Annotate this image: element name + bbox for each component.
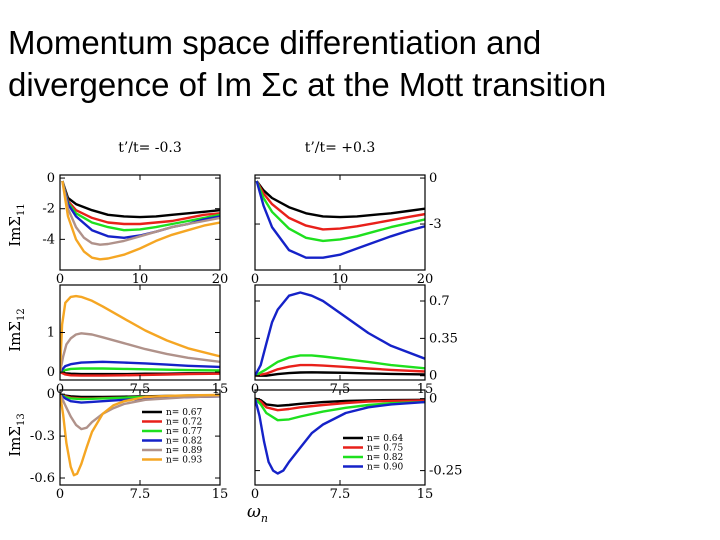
slide-title: Momentum space differentiation and diver… (8, 22, 708, 106)
y-tick-label: -2 (42, 202, 55, 217)
series-line-r1-right-blue (255, 180, 425, 259)
x-tick-label: 10 (132, 272, 149, 287)
panel-r3-right: 0 7.5 15 0 -0.25 n= 0.64n= 0.75n= 0.82n= 0.90 (251, 389, 462, 502)
y-axis-label-sub: 11 (16, 203, 27, 216)
y-tick-label: 0.35 (429, 331, 458, 346)
y-axis-label-main: ImΣ (6, 321, 24, 352)
y-axis-label-r1-left: ImΣ11 (6, 203, 27, 247)
legend-label: n= 0.89 (166, 446, 203, 456)
x-tick-label: 15 (417, 487, 434, 502)
y-axis-label-main: ImΣ (6, 426, 24, 457)
y-tick-label: 0 (47, 387, 55, 402)
series-line-r2-right-green (255, 354, 425, 377)
y-tick-label: 0 (47, 171, 55, 186)
y-axis-label-r2-left: ImΣ12 (6, 308, 27, 352)
series-line-r3-left-orange (60, 393, 220, 477)
x-tick-label: 0 (251, 272, 259, 287)
x-axis-label-omega: ω (247, 502, 261, 522)
series-line-r1-right-red (255, 180, 425, 231)
series-line-r1-left-green (61, 180, 220, 232)
y-tick-label: 1 (47, 326, 55, 341)
series-line-r2-left-tan (60, 332, 220, 373)
panel-r1-left: 0 10 20 0 -2 -4 ImΣ11 (6, 171, 228, 287)
y-axis-label-sub: 12 (16, 308, 27, 321)
series-line-r2-right-black (255, 371, 425, 377)
legend-label: n= 0.75 (367, 444, 404, 454)
series-line-r1-left-red (61, 180, 220, 226)
legend-label: n= 0.82 (166, 437, 202, 447)
series-line-r1-right-green (255, 180, 425, 243)
series-line-r2-left-red (60, 371, 220, 377)
legend-left: n= 0.67n= 0.72n= 0.77n= 0.82n= 0.89n= 0.… (142, 408, 203, 466)
panel-r1-right: 0 10 20 0 -3 (251, 171, 442, 287)
series-line-r2-right-red (255, 363, 425, 377)
y-axis-label-r3-left: ImΣ13 (6, 413, 27, 457)
y-tick-label: -3 (429, 217, 442, 232)
x-tick-label: 0 (56, 487, 64, 502)
y-tick-label: -0.3 (30, 429, 55, 444)
series-line-r2-right-blue (255, 291, 425, 377)
x-tick-label: 15 (212, 487, 229, 502)
legend-label: n= 0.64 (367, 434, 404, 444)
y-axis-label-main: ImΣ (6, 216, 24, 247)
x-axis-label-sub: n (261, 512, 268, 525)
series-line-r1-left-orange (61, 180, 220, 261)
series-line-r2-left-orange (60, 294, 220, 373)
y-tick-label: 0 (47, 365, 55, 380)
legend-right: n= 0.64n= 0.75n= 0.82n= 0.90 (343, 434, 404, 473)
x-axis-label: ωn (247, 502, 268, 525)
legend-label: n= 0.77 (166, 427, 203, 437)
legend-label: n= 0.67 (166, 408, 203, 418)
series-line-r1-right-black (255, 180, 425, 219)
series-line-r1-left-tan (61, 180, 220, 246)
y-tick-label: -0.6 (30, 471, 55, 486)
legend-label: n= 0.72 (166, 418, 202, 428)
legend-label: n= 0.90 (367, 463, 404, 473)
x-tick-label: 20 (212, 272, 229, 287)
series-line-r2-left-green (60, 367, 220, 374)
y-tick-label: 0 (429, 171, 437, 186)
x-tick-label: 10 (332, 272, 349, 287)
series-line-r3-right-red (255, 397, 425, 412)
slide-title-line-2: divergence of Im Σc at the Mott transiti… (8, 66, 607, 103)
series-line-r2-left-blue (60, 360, 220, 373)
y-tick-label: 0 (429, 392, 437, 407)
x-tick-label: 0 (56, 272, 64, 287)
y-tick-label: -0.25 (429, 464, 462, 479)
x-tick-label: 20 (417, 272, 434, 287)
y-axis-label-sub: 13 (16, 413, 27, 426)
series-line-r3-left-tan (60, 393, 220, 431)
column-title-left: t’/t= -0.3 (118, 140, 182, 156)
column-title-right: t’/t= +0.3 (305, 140, 376, 156)
legend-label: n= 0.93 (166, 456, 203, 466)
x-tick-label: 0 (251, 487, 259, 502)
series-line-r3-right-green (255, 397, 425, 422)
y-tick-label: 0 (429, 369, 437, 384)
legend-label: n= 0.82 (367, 453, 403, 463)
series-line-r3-right-blue (255, 398, 425, 475)
slide-title-line-1: Momentum space differentiation and (8, 24, 542, 61)
x-tick-label: 7.5 (330, 487, 351, 502)
series-line-r1-left-black (61, 180, 220, 219)
y-tick-label: -4 (42, 232, 55, 247)
y-tick-label: 0.7 (429, 294, 450, 309)
x-tick-label: 7.5 (130, 487, 151, 502)
